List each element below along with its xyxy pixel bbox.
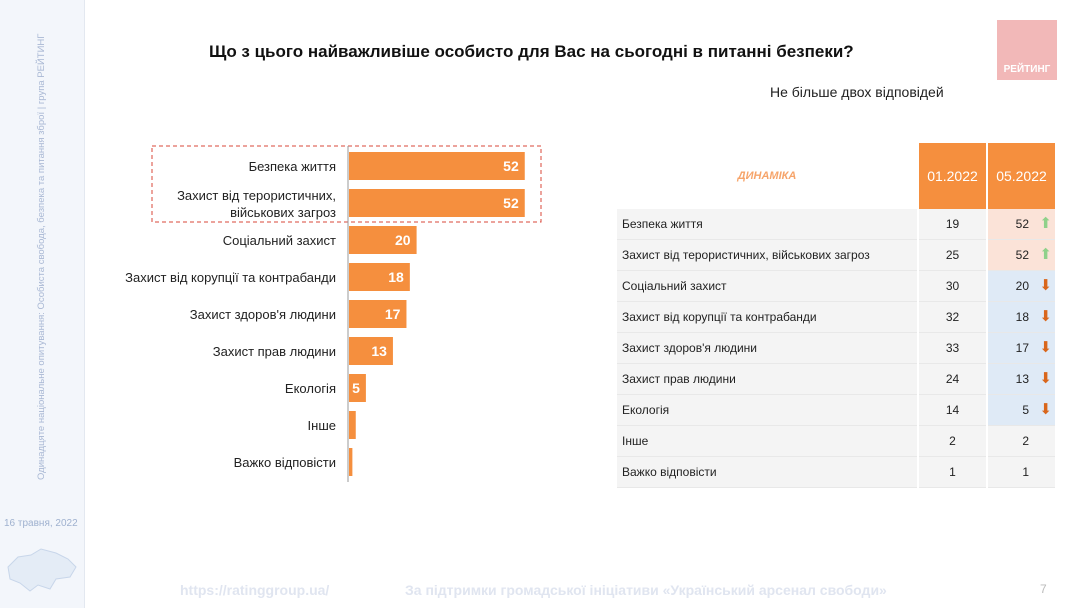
table-header: ДИНАМІКА [737,170,797,182]
data-label: 52 [503,195,519,211]
row-label: Захист прав людини [617,363,918,395]
row-label: Екологія [617,394,918,426]
arrow-down-icon: ⬇ [1039,370,1052,387]
table-row: Захист від корупції та контрабанди 32 18 ⬇ [617,301,1055,333]
row-label: Захист від терористичних, військових заг… [617,239,918,271]
table-row: Важко відповісти 1 1 [617,456,1055,488]
row-label: Соціальний захист [617,270,918,302]
category-label: Захист від терористичних, [177,188,336,203]
page-title: Що з цього найважливіше особисто для Вас… [209,42,854,61]
bar [349,411,356,439]
table-row: Соціальний захист 30 20 ⬇ [617,270,1055,302]
category-label: військових загроз [230,205,336,220]
category-label: Захист від корупції та контрабанди [125,270,336,285]
highlight-box [151,145,542,223]
category-label: Важко відповісти [234,455,336,470]
value-05-2022: 13 ⬇ [986,363,1055,395]
value-01-2022: 14 [917,394,987,426]
value-01-2022: 25 [917,239,987,271]
value-05-2022: 1 [986,456,1055,488]
bar [349,226,417,254]
arrow-down-icon: ⬇ [1039,339,1052,356]
footer-url[interactable]: https://ratinggroup.ua/ [180,582,330,598]
data-label: 20 [395,232,411,248]
arrow-down-icon: ⬇ [1039,277,1052,294]
table-row: Інше 2 2 [617,425,1055,457]
value-01-2022: 24 [917,363,987,395]
page-number: 7 [1040,582,1047,596]
table-row: Захист прав людини 24 13 ⬇ [617,363,1055,395]
data-label: 13 [371,343,387,359]
data-label: 17 [385,306,401,322]
table-row: Екологія 14 5 ⬇ [617,394,1055,426]
ukraine-map-icon [7,548,77,592]
row-label: Інше [617,425,918,457]
bar [349,189,525,217]
category-label: Соціальний захист [223,233,336,248]
row-label: Захист здоров'я людини [617,332,918,364]
value-05-2022: 2 [986,425,1055,457]
arrow-down-icon: ⬇ [1039,308,1052,325]
value-01-2022: 2 [917,425,987,457]
arrow-up-icon: ⬆ [1039,215,1052,232]
category-label: Безпека життя [249,159,336,174]
value-05-2022: 17 ⬇ [986,332,1055,364]
table-row: Захист здоров'я людини 33 17 ⬇ [617,332,1055,364]
col-header: 01.2022 [917,143,987,209]
bar [349,337,393,365]
footer-support: За підтримки громадської ініціативи «Укр… [405,582,887,598]
col-header: 05.2022 [986,143,1055,209]
row-label: Важко відповісти [617,456,918,488]
bar-chart: Безпека життя 52 Захист від терористичних,… [125,145,542,482]
data-label: 18 [388,269,404,285]
sidebar: Одинадцяте національне опитування: Особи… [0,0,85,608]
dynamics-table: ДИНАМІКА 01.2022 05.2022 Безпека життя 19… [617,143,1055,488]
data-label: 52 [503,158,519,174]
row-label: Безпека життя [617,209,918,240]
table-row: Безпека життя 19 52 ⬆ [617,209,1055,240]
value-01-2022: 33 [917,332,987,364]
arrow-down-icon: ⬇ [1039,401,1052,418]
bar [349,263,410,291]
bar [349,374,366,402]
subtitle: Не більше двох відповідей [770,84,944,100]
arrow-up-icon: ⬆ [1039,246,1052,263]
category-label: Інше [308,418,336,433]
bar [349,152,525,180]
category-label: Екологія [285,381,336,396]
value-05-2022: 52 ⬆ [986,239,1055,271]
value-01-2022: 19 [917,209,987,240]
table-row: Захист від терористичних, військових заг… [617,239,1055,271]
rating-logo: РЕЙТИНГ [997,20,1057,80]
date: 16 травня, 2022 [4,518,78,529]
value-05-2022: 18 ⬇ [986,301,1055,333]
category-label: Захист здоров'я людини [190,307,336,322]
bar [349,448,353,476]
value-05-2022: 52 ⬆ [986,209,1055,240]
category-label: Захист прав людини [213,344,336,359]
value-01-2022: 30 [917,270,987,302]
value-05-2022: 5 ⬇ [986,394,1055,426]
value-05-2022: 20 ⬇ [986,270,1055,302]
row-label: Захист від корупції та контрабанди [617,301,918,333]
value-01-2022: 1 [917,456,987,488]
data-label: 5 [352,380,360,396]
bar [349,300,407,328]
value-01-2022: 32 [917,301,987,333]
